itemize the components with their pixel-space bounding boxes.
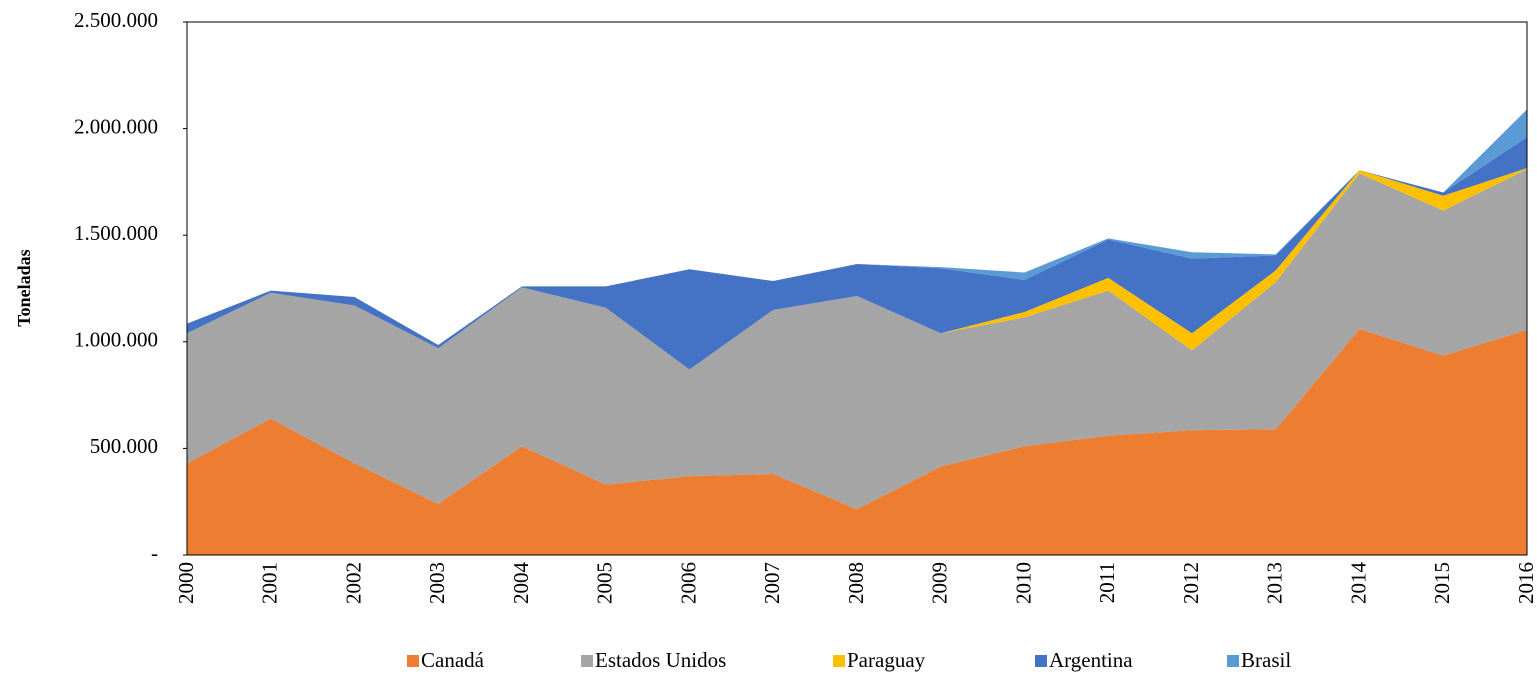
area <box>187 137 1527 370</box>
x-tick-label: 2011 <box>1095 562 1119 603</box>
legend-swatch <box>581 655 593 667</box>
y-tick-label: 2.000.000 <box>74 114 158 138</box>
legend-label: Brasil <box>1241 648 1291 672</box>
x-tick-label: 2008 <box>844 562 868 604</box>
legend-swatch <box>1227 655 1239 667</box>
legend-label: Estados Unidos <box>595 648 726 672</box>
x-tick-label: 2012 <box>1179 562 1203 604</box>
area <box>187 329 1527 555</box>
x-tick-label: 2015 <box>1430 562 1454 604</box>
y-tick-label: - <box>151 541 158 565</box>
x-tick-label: 2016 <box>1514 562 1537 604</box>
x-tick-label: 2014 <box>1346 562 1370 605</box>
x-tick-label: 2000 <box>174 562 198 604</box>
area <box>187 169 1527 510</box>
y-tick-label: 2.500.000 <box>74 8 158 32</box>
y-tick-label: 500.000 <box>90 434 158 458</box>
legend-swatch <box>1035 655 1047 667</box>
x-tick-label: 2005 <box>593 562 617 604</box>
plot-frame <box>186 21 1528 556</box>
x-tick-label: 2001 <box>258 562 282 604</box>
x-tick-label: 2010 <box>1011 562 1035 604</box>
x-tick-label: 2003 <box>425 562 449 604</box>
legend-swatch <box>833 655 845 667</box>
x-tick-label: 2004 <box>509 562 533 605</box>
y-tick-label: 1.000.000 <box>74 328 158 352</box>
area <box>187 168 1527 370</box>
x-tick-label: 2009 <box>928 562 952 604</box>
x-tick-label: 2006 <box>676 562 700 604</box>
legend-label: Paraguay <box>847 648 926 672</box>
legend-label: Argentina <box>1049 648 1133 672</box>
y-tick-label: 1.500.000 <box>74 221 158 245</box>
legend-swatch <box>407 655 419 667</box>
x-tick-label: 2007 <box>760 562 784 604</box>
legend-label: Canadá <box>421 648 485 672</box>
y-axis-label: Toneladas <box>14 249 34 326</box>
x-tick-label: 2002 <box>341 562 365 604</box>
x-tick-label: 2013 <box>1263 562 1287 604</box>
